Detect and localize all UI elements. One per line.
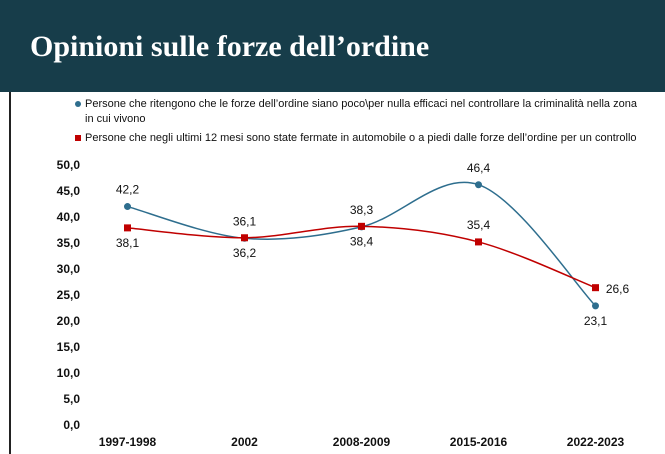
value-label: 35,4 — [467, 218, 491, 232]
y-tick-label: 5,0 — [63, 392, 80, 406]
x-tick-label: 2022-2023 — [567, 435, 625, 449]
value-label: 38,4 — [350, 234, 374, 248]
marker — [592, 302, 599, 310]
value-label: 36,1 — [233, 214, 257, 228]
x-tick-label: 1997-1998 — [99, 435, 157, 449]
value-label: 23,1 — [584, 314, 608, 328]
chart-title: Opinioni sulle forze dell’ordine — [30, 30, 430, 63]
x-tick-label: 2008-2009 — [333, 435, 391, 449]
y-tick-label: 25,0 — [57, 288, 81, 302]
marker — [124, 224, 131, 232]
y-tick-label: 50,0 — [57, 158, 81, 172]
y-tick-label: 45,0 — [57, 184, 81, 198]
marker — [124, 203, 131, 211]
y-tick-label: 20,0 — [57, 314, 81, 328]
value-label: 38,1 — [116, 236, 140, 250]
y-tick-label: 15,0 — [57, 340, 81, 354]
value-label: 26,6 — [606, 282, 630, 296]
legend-entry: Persone che ritengono che le forze dell’… — [75, 97, 645, 127]
marker — [241, 234, 248, 242]
series-line — [127, 181, 597, 307]
y-tick-label: 0,0 — [63, 418, 80, 432]
legend-entry: Persone che negli ultimi 12 mesi sono st… — [75, 131, 645, 146]
marker — [475, 181, 482, 189]
value-label: 38,3 — [350, 203, 374, 217]
marker — [358, 222, 365, 230]
value-label: 36,2 — [233, 246, 257, 260]
legend-swatch — [75, 135, 81, 141]
legend-label: Persone che negli ultimi 12 mesi sono st… — [85, 132, 637, 144]
header: Opinioni sulle forze dell’ordine — [0, 0, 665, 92]
value-label: 42,2 — [116, 183, 140, 197]
value-label: 46,4 — [467, 161, 491, 175]
x-tick-label: 2002 — [231, 435, 258, 449]
x-tick-label: 2015-2016 — [450, 435, 508, 449]
edge-bar — [9, 92, 11, 454]
marker — [475, 238, 482, 246]
legend-label: Persone che ritengono che le forze dell’… — [85, 98, 637, 125]
y-tick-label: 10,0 — [57, 366, 81, 380]
y-tick-label: 30,0 — [57, 262, 81, 276]
marker — [592, 284, 599, 292]
y-tick-label: 35,0 — [57, 236, 81, 250]
y-tick-label: 40,0 — [57, 210, 81, 224]
legend-swatch — [75, 101, 81, 107]
